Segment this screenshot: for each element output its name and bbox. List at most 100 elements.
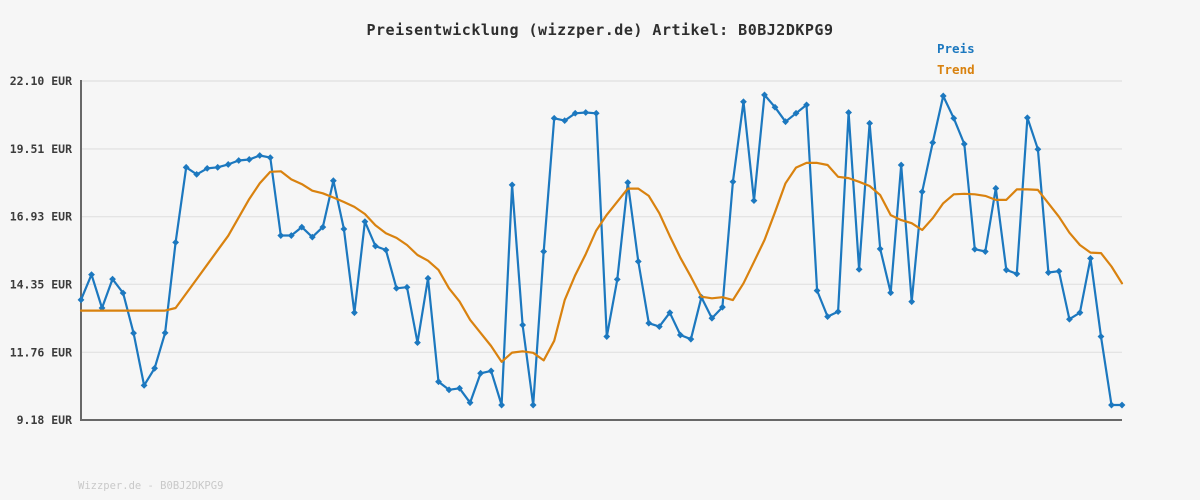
data-point-marker — [887, 289, 895, 297]
data-point-marker — [277, 232, 285, 239]
data-point-marker — [897, 161, 905, 169]
data-point-marker — [329, 177, 337, 185]
data-point-marker — [456, 384, 463, 392]
y-axis-tick-label: 14.35 EUR — [10, 277, 72, 291]
data-point-marker — [361, 218, 369, 226]
data-point-marker — [477, 369, 484, 377]
data-point-marker — [1002, 266, 1010, 274]
chart-title: Preisentwicklung (wizzper.de) Artikel: B… — [366, 21, 834, 39]
data-point-marker — [1023, 114, 1031, 122]
data-point-marker — [130, 329, 137, 337]
data-point-marker — [161, 329, 169, 337]
data-point-marker — [908, 298, 916, 306]
data-point-marker — [151, 364, 159, 372]
data-point-marker — [487, 367, 495, 375]
data-point-marker — [540, 248, 548, 255]
data-point-marker — [287, 232, 295, 239]
data-point-marker — [414, 339, 421, 346]
data-point-marker — [1044, 269, 1052, 276]
data-point-marker — [245, 156, 253, 163]
data-point-marker — [308, 233, 316, 241]
data-point-marker — [571, 109, 579, 117]
data-point-marker — [1013, 270, 1021, 278]
data-point-marker — [855, 265, 863, 273]
data-point-marker — [224, 161, 232, 168]
data-point-marker — [508, 181, 516, 189]
data-point-marker — [603, 333, 611, 340]
data-point-marker — [235, 157, 243, 164]
data-point-marker — [1118, 401, 1126, 409]
data-point-marker — [550, 114, 558, 122]
data-point-marker — [393, 284, 400, 292]
data-point-marker — [803, 101, 810, 109]
data-point-marker — [824, 313, 831, 321]
data-point-marker — [435, 378, 442, 386]
data-point-marker — [719, 303, 726, 311]
data-point-marker — [1087, 254, 1094, 262]
data-point-marker — [634, 258, 642, 265]
data-point-marker — [340, 225, 348, 233]
y-axis-tick-label: 9.18 EUR — [17, 413, 72, 427]
data-point-marker — [666, 309, 674, 317]
data-point-marker — [182, 163, 190, 171]
data-point-marker — [88, 271, 95, 279]
data-point-marker — [971, 245, 979, 253]
data-point-marker — [939, 92, 947, 100]
data-point-marker — [140, 381, 148, 389]
legend-item-preis: Preis — [937, 41, 975, 56]
data-point-marker — [519, 321, 527, 329]
data-point-marker — [613, 275, 621, 283]
data-point-marker — [109, 275, 116, 283]
data-point-marker — [813, 287, 821, 295]
data-point-marker — [172, 238, 180, 246]
data-point-marker — [1076, 309, 1084, 317]
data-point-marker — [645, 319, 653, 327]
data-point-marker — [1108, 401, 1115, 409]
data-point-marker — [403, 283, 411, 291]
data-point-marker — [298, 223, 306, 231]
data-point-marker — [834, 308, 842, 316]
trend-line — [79, 161, 1124, 363]
data-point-marker — [119, 289, 127, 297]
data-point-marker — [1034, 145, 1042, 153]
data-point-marker — [845, 109, 853, 116]
data-point-marker — [750, 197, 758, 205]
data-point-marker — [876, 245, 884, 253]
y-axis-tick-label: 22.10 EUR — [10, 74, 72, 88]
preis-line — [79, 93, 1124, 407]
data-point-marker — [708, 314, 716, 322]
data-point-marker — [981, 248, 989, 255]
data-point-marker — [424, 274, 432, 282]
data-point-marker — [382, 246, 390, 254]
data-point-marker — [1066, 315, 1073, 323]
data-point-marker — [1055, 267, 1063, 275]
data-point-marker — [771, 103, 779, 111]
data-point-marker — [960, 140, 968, 148]
data-point-marker — [655, 323, 663, 330]
data-point-marker — [687, 335, 695, 343]
data-point-marker — [992, 184, 1000, 192]
data-point-marker — [782, 118, 789, 126]
data-point-marker — [792, 109, 800, 117]
data-point-marker — [740, 98, 747, 106]
data-point-marker — [372, 242, 379, 250]
y-axis-tick-label: 11.76 EUR — [10, 345, 72, 359]
data-point-marker — [582, 109, 590, 116]
watermark: Wizzper.de - B0BJ2DKPG9 — [78, 480, 224, 492]
data-point-marker — [498, 401, 506, 409]
data-point-marker — [256, 152, 264, 159]
data-point-marker — [561, 117, 569, 125]
data-point-marker — [266, 154, 274, 162]
data-point-marker — [77, 296, 85, 304]
y-axis-tick-label: 16.93 EUR — [10, 210, 72, 224]
data-point-marker — [761, 91, 768, 99]
data-point-marker — [193, 171, 201, 178]
data-point-marker — [319, 223, 327, 231]
data-point-marker — [466, 399, 474, 407]
data-point-marker — [950, 114, 958, 122]
data-point-marker — [1097, 333, 1105, 340]
data-point-marker — [676, 331, 684, 339]
data-point-marker — [592, 109, 600, 117]
